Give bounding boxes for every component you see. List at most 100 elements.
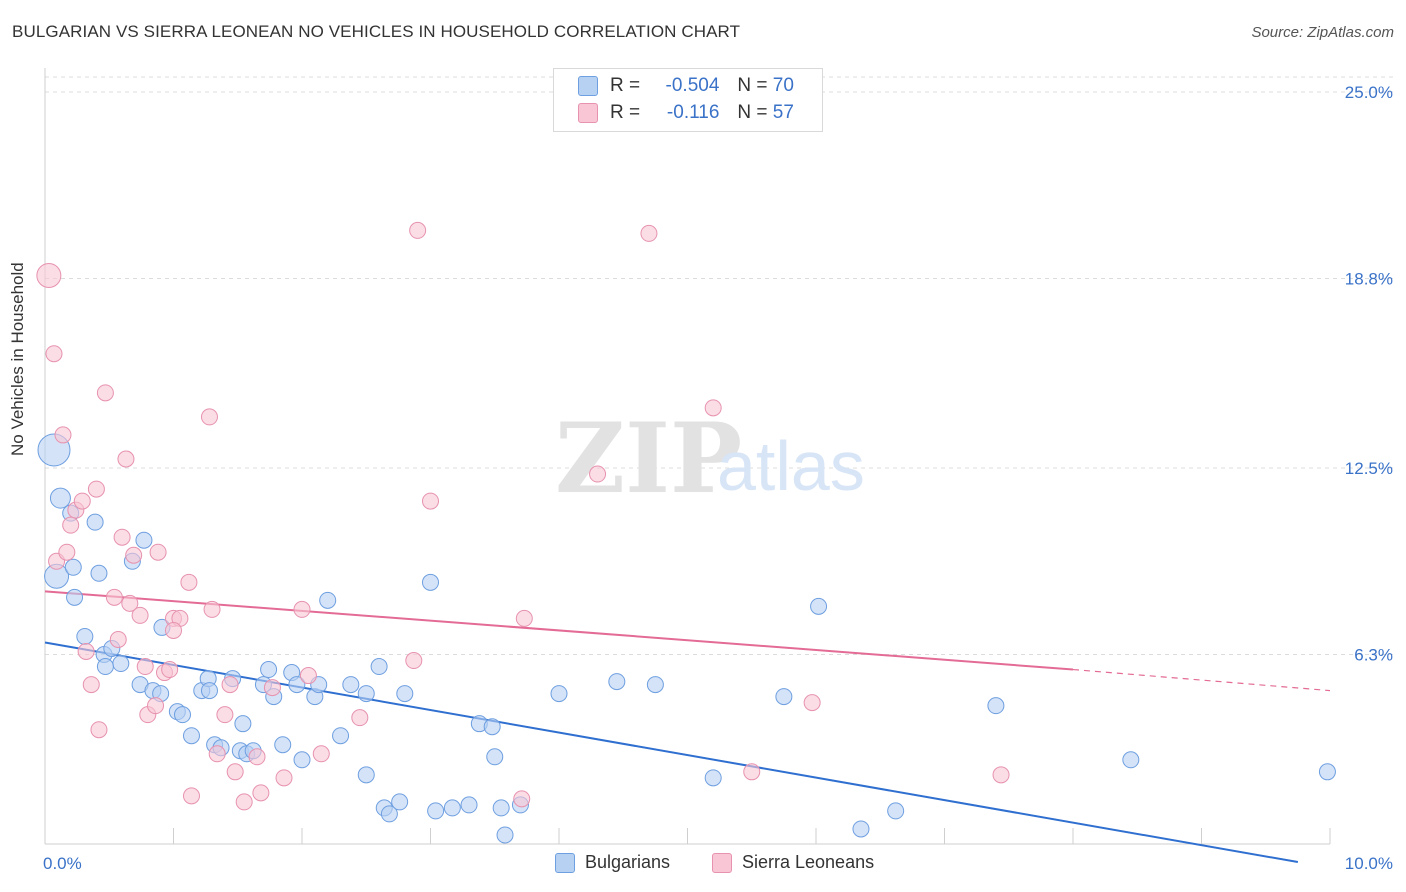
sierra-leonean-point <box>422 492 439 510</box>
bulgarian-point <box>293 751 311 769</box>
r-label: R = <box>610 102 641 123</box>
bulgarian-point <box>422 573 439 591</box>
bulgarian-point <box>332 727 350 745</box>
bulgarian-point <box>486 748 504 766</box>
chart-title: BULGARIAN VS SIERRA LEONEAN NO VEHICLES … <box>12 22 741 41</box>
sierra-leonean-point <box>640 224 658 242</box>
sierra-leonean-point <box>515 609 533 627</box>
legend-row-sierra-leoneans: R = -0.116 N = 57 <box>578 101 794 125</box>
sierra-leonean-point <box>58 543 76 561</box>
bulgarian-point <box>76 627 94 645</box>
bulgarians-legend-label: Bulgarians <box>585 852 671 872</box>
tick-labels: 6.3% 12.5% 18.8% 25.0% 0.0% 10.0% <box>43 83 1393 873</box>
sierra-leoneans-n-value: 57 <box>772 102 794 123</box>
bulgarian-point <box>49 487 71 509</box>
legend-row-bulgarians: R = -0.504 N = 70 <box>578 74 794 98</box>
sierra-leonean-point <box>704 399 722 417</box>
sierra-leoneans-legend-label: Sierra Leoneans <box>742 852 875 872</box>
x-tick-label-min: 0.0% <box>43 854 82 873</box>
sierra-leonean-point <box>252 784 270 802</box>
bulgarian-point <box>112 655 130 673</box>
sierra-leonean-point <box>117 450 135 468</box>
sierra-leonean-point <box>216 706 234 724</box>
bulgarian-point <box>380 805 398 823</box>
sierra-leonean-point <box>36 263 62 289</box>
bulgarian-point <box>608 673 626 691</box>
bulgarians-trend-line <box>44 641 1299 864</box>
sierra-leonean-point <box>54 426 72 444</box>
sierra-leonean-point <box>147 697 165 715</box>
bulgarian-point <box>234 715 252 733</box>
bulgarian-point <box>396 685 414 703</box>
bulgarian-point <box>90 564 108 582</box>
y-axis-label: No Vehicles in Household <box>8 262 27 456</box>
sierra-leonean-point <box>105 588 123 606</box>
sierra-leonean-point <box>121 594 139 612</box>
bulgarian-point <box>66 588 84 606</box>
bulgarian-point <box>357 766 375 784</box>
sierra-leoneans-trend-line <box>44 590 1074 671</box>
bulgarian-point <box>427 802 445 820</box>
y-tick-label: 6.3% <box>1354 646 1393 665</box>
sierra-leonean-point <box>803 694 821 712</box>
bulgarian-point <box>1122 751 1140 769</box>
bulgarian-point <box>492 799 510 817</box>
bulgarian-point <box>1318 763 1336 781</box>
y-tick-label: 25.0% <box>1345 83 1393 102</box>
bulgarian-point <box>260 661 278 679</box>
bulgarian-point <box>987 697 1005 715</box>
sierra-leonean-point <box>203 600 221 618</box>
sierra-leonean-point <box>87 480 105 498</box>
bulgarian-point <box>135 531 153 549</box>
sierra-leoneans-trend-extension <box>1072 668 1331 692</box>
sierra-leonean-point <box>73 492 91 510</box>
sierra-leonean-point <box>113 528 131 546</box>
sierra-leonean-point <box>161 661 179 679</box>
sierra-leoneans-r-value: -0.116 <box>666 102 720 123</box>
sierra-leonean-point <box>235 793 253 811</box>
y-tick-label: 18.8% <box>1345 270 1393 289</box>
sierra-leonean-point <box>131 606 149 624</box>
legend-item-bulgarians[interactable]: Bulgarians <box>555 852 670 873</box>
sierra-leonean-point <box>248 748 266 766</box>
sierra-leonean-point <box>221 676 239 694</box>
sierra-leonean-point <box>77 642 95 660</box>
n-label: N = <box>737 75 768 96</box>
sierra-leonean-point <box>743 763 761 781</box>
stats-legend: R = -0.504 N = 70 R = -0.116 N = 57 <box>553 68 823 132</box>
bulgarian-point <box>887 802 905 820</box>
bulgarian-point <box>496 826 514 844</box>
sierra-leonean-point <box>351 709 369 727</box>
watermark-atlas: atlas <box>717 427 865 505</box>
bulgarian-point <box>460 796 478 814</box>
sierra-leonean-point <box>409 221 427 239</box>
bulgarians-r-value: -0.504 <box>665 75 720 96</box>
sierra-leonean-point <box>275 769 293 787</box>
sierra-leonean-point <box>82 676 100 694</box>
bulgarian-point <box>182 727 200 745</box>
sierra-leonean-point <box>293 600 311 618</box>
sierra-leonean-point <box>226 763 244 781</box>
bulgarian-point <box>86 513 104 531</box>
bulgarian-point <box>357 685 375 703</box>
sierra-leonean-point <box>513 790 531 808</box>
bulgarian-point <box>443 799 461 817</box>
sierra-leonean-point <box>62 516 80 534</box>
data-points <box>36 221 1336 844</box>
bulgarian-point <box>274 736 292 754</box>
x-tick-label-max: 10.0% <box>1345 854 1393 873</box>
series-legend: Bulgarians Sierra Leoneans <box>0 852 1406 878</box>
sierra-leonean-point <box>992 766 1010 784</box>
sierra-leonean-point <box>263 679 281 697</box>
bulgarian-point <box>288 676 306 694</box>
legend-item-sierra-leoneans[interactable]: Sierra Leoneans <box>712 852 874 873</box>
sierra-leonean-point <box>136 658 154 676</box>
bulgarian-point <box>173 706 191 724</box>
bulgarian-point <box>775 688 793 706</box>
bulgarian-point <box>391 793 409 811</box>
sierra-leonean-point <box>109 630 127 648</box>
bulgarian-point <box>64 558 82 576</box>
sierra-leonean-point <box>200 408 218 426</box>
bulgarian-point <box>852 820 870 838</box>
